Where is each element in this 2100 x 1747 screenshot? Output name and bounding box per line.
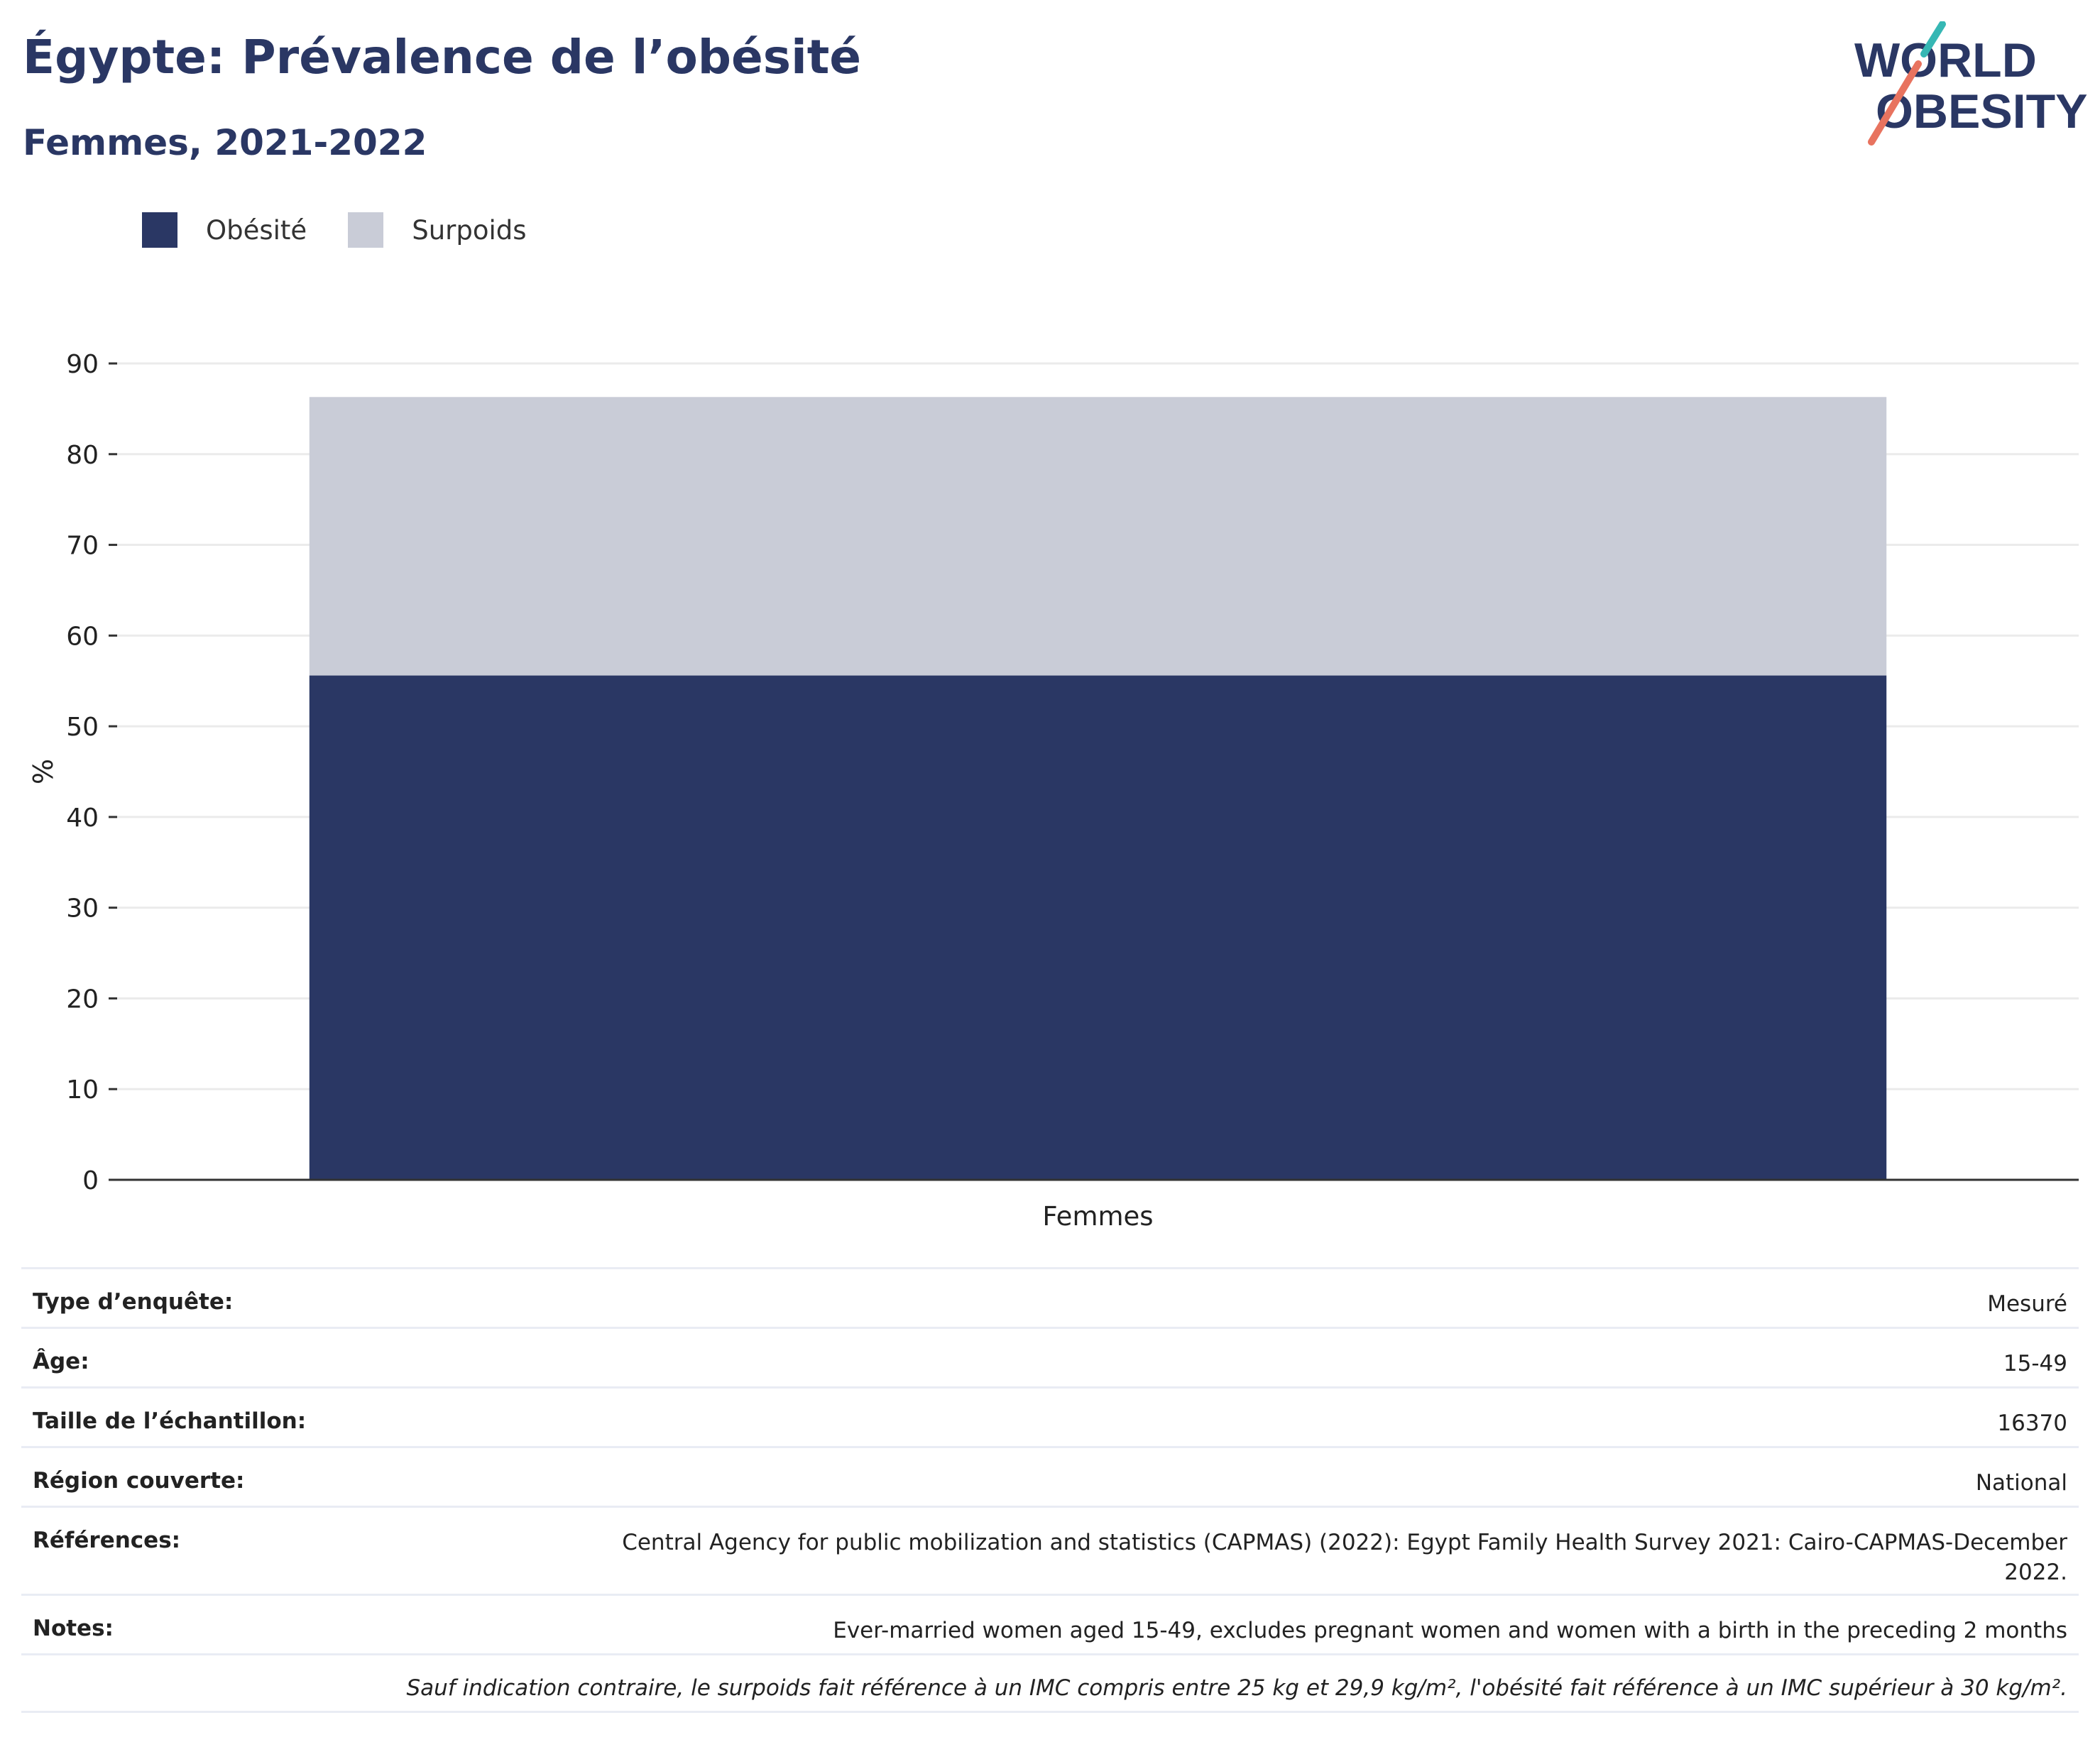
info-row-sample-size: Taille de l’échantillon: 16370 — [21, 1386, 2079, 1446]
y-tick-label: 20 — [66, 985, 99, 1014]
logo-coral-slash — [1868, 60, 1922, 146]
world-obesity-logo: WORLD OBESITY — [1854, 21, 2087, 146]
info-key: Type d’enquête: — [33, 1289, 234, 1315]
info-key: Région couverte: — [33, 1468, 245, 1494]
bmi-footnote: Sauf indication contraire, le surpoids f… — [21, 1653, 2079, 1713]
chart-title: Égypte: Prévalence de l’obésité — [23, 30, 862, 84]
survey-info-table: Type d’enquête: Mesuré Âge: 15-49 Taille… — [21, 1267, 2079, 1713]
info-value: Mesuré — [1987, 1291, 2067, 1317]
logo-line1: WORLD — [1854, 33, 2037, 87]
info-value: 15-49 — [2003, 1351, 2067, 1376]
y-tick-label: 30 — [66, 894, 99, 924]
legend-swatch-overweight — [348, 212, 384, 248]
info-row-references: Références: Central Agency for public mo… — [21, 1506, 2079, 1594]
info-value: Central Agency for public mobilization a… — [622, 1530, 2067, 1585]
info-row-region: Région couverte: National — [21, 1446, 2079, 1506]
info-row-age: Âge: 15-49 — [21, 1327, 2079, 1386]
legend-item-overweight: Surpoids — [348, 212, 527, 248]
y-tick-label: 50 — [66, 713, 99, 742]
y-tick-label: 60 — [66, 622, 99, 651]
info-row-survey-type: Type d’enquête: Mesuré — [21, 1267, 2079, 1327]
info-value: National — [1975, 1470, 2067, 1496]
bar-overweight — [309, 397, 1887, 676]
y-tick-label: 90 — [66, 350, 99, 379]
y-axis-label: % — [28, 759, 59, 784]
chart-subtitle: Femmes, 2021-2022 — [23, 122, 427, 163]
bar-obesity — [309, 675, 1887, 1180]
legend-swatch-obesity — [142, 212, 177, 248]
logo-line2: OBESITY — [1876, 84, 2087, 138]
y-tick-label: 0 — [82, 1166, 99, 1195]
info-key: Notes: — [33, 1616, 114, 1641]
info-value: 16370 — [1997, 1411, 2067, 1436]
legend-label-overweight: Surpoids — [412, 214, 527, 246]
legend-item-obesity: Obésité — [142, 212, 307, 248]
info-key: Taille de l’échantillon: — [33, 1408, 307, 1434]
y-tick-label: 70 — [66, 532, 99, 561]
x-tick-label: Femmes — [1042, 1201, 1153, 1232]
logo-teal-slash — [1920, 21, 1946, 57]
legend-label-obesity: Obésité — [206, 214, 307, 246]
info-row-notes: Notes: Ever-married women aged 15-49, ex… — [21, 1594, 2079, 1653]
chart-legend: Obésité Surpoids — [142, 212, 568, 248]
y-tick-label: 10 — [66, 1075, 99, 1105]
info-value: Ever-married women aged 15-49, excludes … — [833, 1618, 2067, 1643]
y-tick-label: 80 — [66, 441, 99, 470]
y-tick-label: 40 — [66, 804, 99, 833]
bar-chart: 0 10 20 30 40 50 60 70 80 90 Femmes% — [28, 350, 2079, 1232]
info-key: Références: — [33, 1528, 181, 1553]
info-key: Âge: — [33, 1349, 89, 1374]
